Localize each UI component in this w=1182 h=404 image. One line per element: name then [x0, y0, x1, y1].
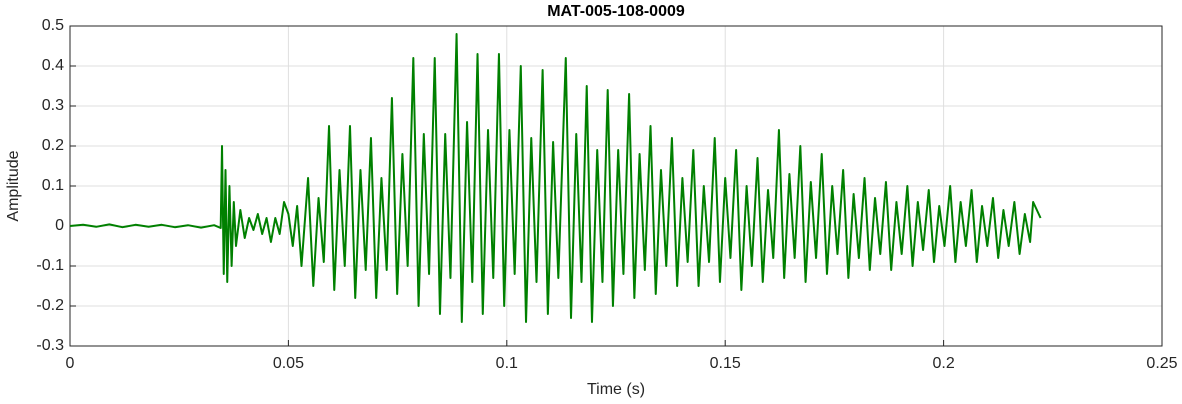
x-tick-label: 0.2	[932, 355, 954, 372]
x-tick-label: 0	[66, 355, 75, 372]
x-axis-label: Time (s)	[587, 381, 645, 398]
y-tick-label: 0	[55, 217, 64, 234]
x-tick-label: 0.1	[496, 355, 518, 372]
y-tick-label: 0.2	[42, 137, 64, 154]
x-tick-label: 0.15	[710, 355, 741, 372]
x-tick-label: 0.05	[273, 355, 304, 372]
y-tick-label: 0.4	[42, 57, 64, 74]
y-tick-label: -0.1	[36, 257, 64, 274]
y-tick-label: -0.3	[36, 337, 64, 354]
y-tick-label: 0.1	[42, 177, 64, 194]
y-axis-label: Amplitude	[5, 150, 22, 221]
x-tick-label: 0.25	[1146, 355, 1177, 372]
y-tick-label: -0.2	[36, 297, 64, 314]
waveform-line	[69, 33, 1042, 323]
plot-frame	[69, 25, 1163, 347]
y-tick-label: 0.5	[42, 17, 64, 34]
y-tick-label: 0.3	[42, 97, 64, 114]
chart-title: MAT-005-108-0009	[547, 3, 685, 20]
